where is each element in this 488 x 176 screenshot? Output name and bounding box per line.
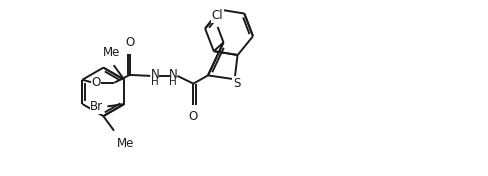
Text: H: H bbox=[169, 77, 177, 87]
Text: O: O bbox=[125, 36, 135, 49]
Text: N: N bbox=[151, 68, 160, 81]
Text: Cl: Cl bbox=[211, 9, 223, 22]
Text: H: H bbox=[151, 77, 159, 87]
Text: Me: Me bbox=[103, 46, 121, 59]
Text: N: N bbox=[169, 68, 178, 81]
Text: Br: Br bbox=[90, 100, 103, 113]
Text: O: O bbox=[91, 76, 101, 89]
Text: Me: Me bbox=[117, 137, 134, 150]
Text: S: S bbox=[233, 77, 240, 90]
Text: O: O bbox=[189, 110, 198, 123]
